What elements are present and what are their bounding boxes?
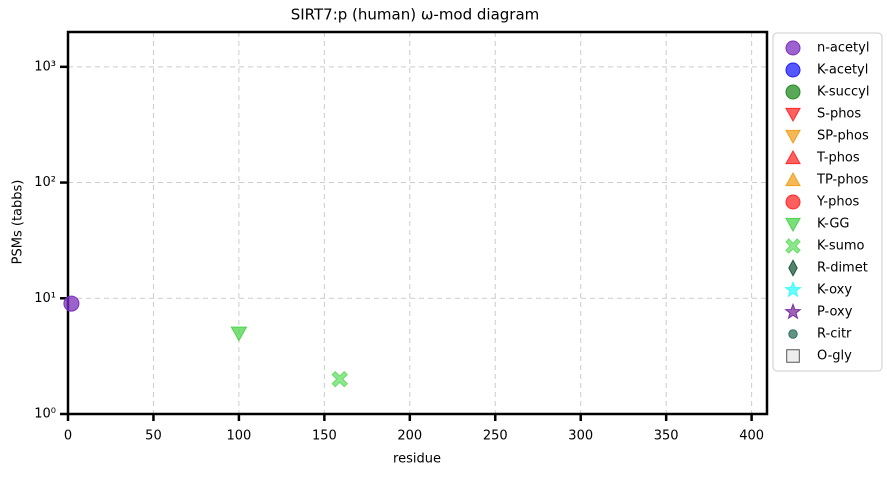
- x-axis-label: residue: [393, 452, 441, 467]
- x-tick-label: 350: [654, 429, 679, 444]
- legend-marker: [788, 259, 798, 277]
- x-tick-label: 250: [483, 429, 508, 444]
- legend-marker: [784, 280, 802, 298]
- legend-box: [772, 32, 883, 372]
- legend-marker: [786, 349, 800, 363]
- y-tick-label: 10¹: [34, 291, 56, 306]
- x-tick-label: 0: [64, 429, 72, 444]
- legend-marker: [785, 217, 801, 233]
- legend-label: SP-phos: [817, 129, 869, 144]
- legend-label: S-phos: [817, 107, 861, 122]
- legend-label: n-acetyl: [817, 41, 869, 56]
- legend-marker: [785, 194, 801, 210]
- legend-marker: [785, 107, 801, 123]
- legend-label: K-GG: [817, 217, 849, 232]
- legend-label: K-oxy: [817, 283, 852, 298]
- legend-marker: [788, 329, 798, 339]
- y-axis-label: PSMs (tabbs): [11, 180, 26, 265]
- legend-label: T-phos: [816, 151, 860, 166]
- legend-marker: [785, 149, 801, 165]
- x-tick-label: 100: [226, 429, 251, 444]
- legend-marker: [784, 302, 802, 320]
- y-tick-label: 10⁰: [34, 407, 56, 422]
- legend-marker: [785, 171, 801, 187]
- x-tick-label: 200: [397, 429, 422, 444]
- legend-label: O-gly: [817, 349, 852, 364]
- axes-frame: [66, 30, 769, 416]
- legend-label: R-dimet: [817, 261, 868, 276]
- x-tick-label: 50: [145, 429, 162, 444]
- legend-label: K-succyl: [817, 85, 869, 100]
- legend-marker: [785, 84, 801, 100]
- legend-label: K-acetyl: [817, 63, 868, 78]
- y-tick-label: 10³: [34, 59, 56, 74]
- data-point: [63, 295, 80, 312]
- legend-label: R-citr: [817, 327, 852, 342]
- legend-marker: [785, 129, 801, 145]
- legend-marker: [785, 40, 801, 56]
- legend-label: P-oxy: [817, 305, 853, 320]
- legend-label: K-sumo: [817, 239, 865, 254]
- legend-label: Y-phos: [816, 195, 860, 210]
- legend-marker: [785, 62, 801, 78]
- legend-marker: [785, 238, 801, 254]
- x-tick-label: 150: [312, 429, 337, 444]
- x-tick-label: 300: [568, 429, 593, 444]
- x-tick-label: 400: [739, 429, 764, 444]
- chart-title: SIRT7:p (human) ω-mod diagram: [291, 6, 540, 24]
- data-point: [331, 370, 348, 388]
- legend-label: TP-phos: [816, 173, 869, 188]
- data-point: [230, 326, 248, 342]
- y-tick-label: 10²: [34, 175, 56, 190]
